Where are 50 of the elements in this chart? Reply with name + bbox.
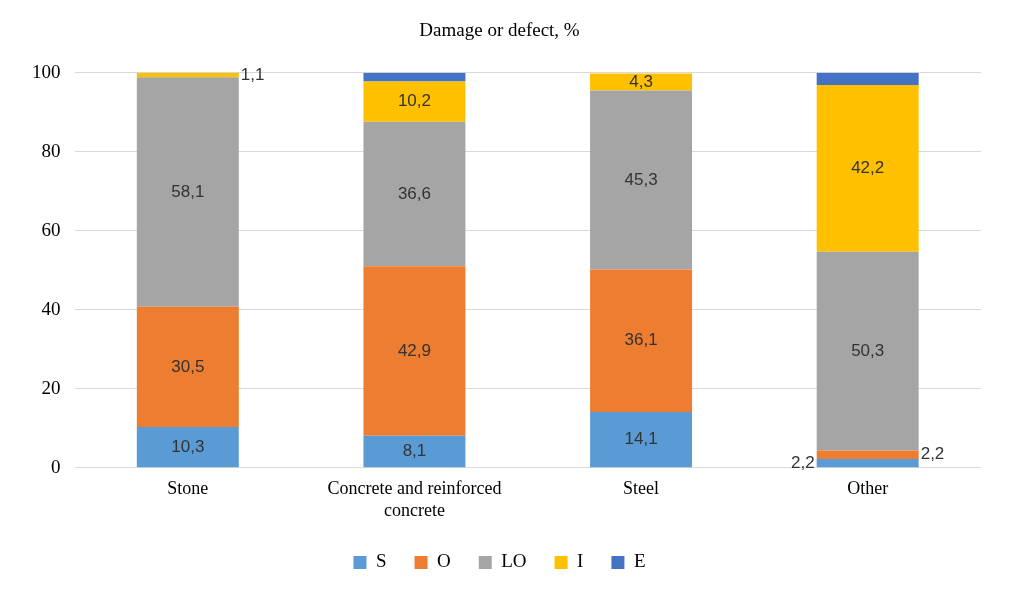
- data-label: 10,2: [397, 91, 431, 111]
- bar: [816, 251, 919, 451]
- data-label: 36,6: [397, 183, 431, 203]
- data-label: 2,2: [920, 444, 945, 464]
- data-label: 50,3: [851, 340, 885, 360]
- data-label: 42,9: [397, 340, 431, 360]
- data-label: 10,3: [171, 436, 205, 456]
- y-tick-label: 100: [32, 60, 61, 82]
- x-tick-label: Stone: [167, 478, 209, 499]
- legend-label: O: [437, 550, 451, 572]
- x-tick-label: Other: [847, 478, 889, 499]
- bar: [136, 306, 239, 428]
- bar: [363, 266, 466, 436]
- chart-title: Damage or defect, %: [419, 19, 580, 41]
- bar: [363, 81, 466, 122]
- bar: [363, 72, 466, 82]
- data-label: 2,2: [791, 452, 815, 472]
- y-tick-label: 60: [41, 218, 61, 240]
- bar: [363, 121, 466, 267]
- bar: [816, 450, 919, 460]
- legend-label: S: [375, 550, 387, 572]
- bar: [590, 73, 693, 91]
- bar: [363, 435, 466, 468]
- bar: [136, 77, 239, 307]
- bar: [816, 85, 919, 252]
- y-tick-label: 80: [41, 139, 61, 161]
- data-label: 30,5: [171, 356, 205, 376]
- data-label: 8,1: [402, 441, 427, 461]
- x-tick-label: Steel: [623, 478, 660, 499]
- legend-label: E: [633, 550, 646, 572]
- y-tick-label: 20: [41, 376, 61, 398]
- data-label: 4,3: [629, 71, 653, 91]
- legend-label: I: [577, 550, 584, 572]
- y-tick-label: 40: [41, 297, 61, 319]
- data-label: 14,1: [624, 429, 658, 449]
- data-label: 45,3: [624, 169, 658, 189]
- bar: [136, 72, 239, 78]
- y-tick-label: 0: [51, 455, 61, 477]
- bar: [816, 72, 919, 86]
- data-label: 1,1: [240, 64, 265, 84]
- bar: [816, 459, 919, 468]
- x-tick-label: Concrete and reinforced concrete: [327, 478, 502, 520]
- bar: [590, 412, 693, 468]
- bar: [136, 427, 239, 468]
- data-label: 42,2: [851, 158, 885, 178]
- data-label: 36,1: [624, 330, 658, 350]
- data-label: 58,1: [171, 181, 205, 201]
- bar: [590, 269, 693, 413]
- legend-label: LO: [501, 550, 527, 572]
- bar: [590, 90, 693, 270]
